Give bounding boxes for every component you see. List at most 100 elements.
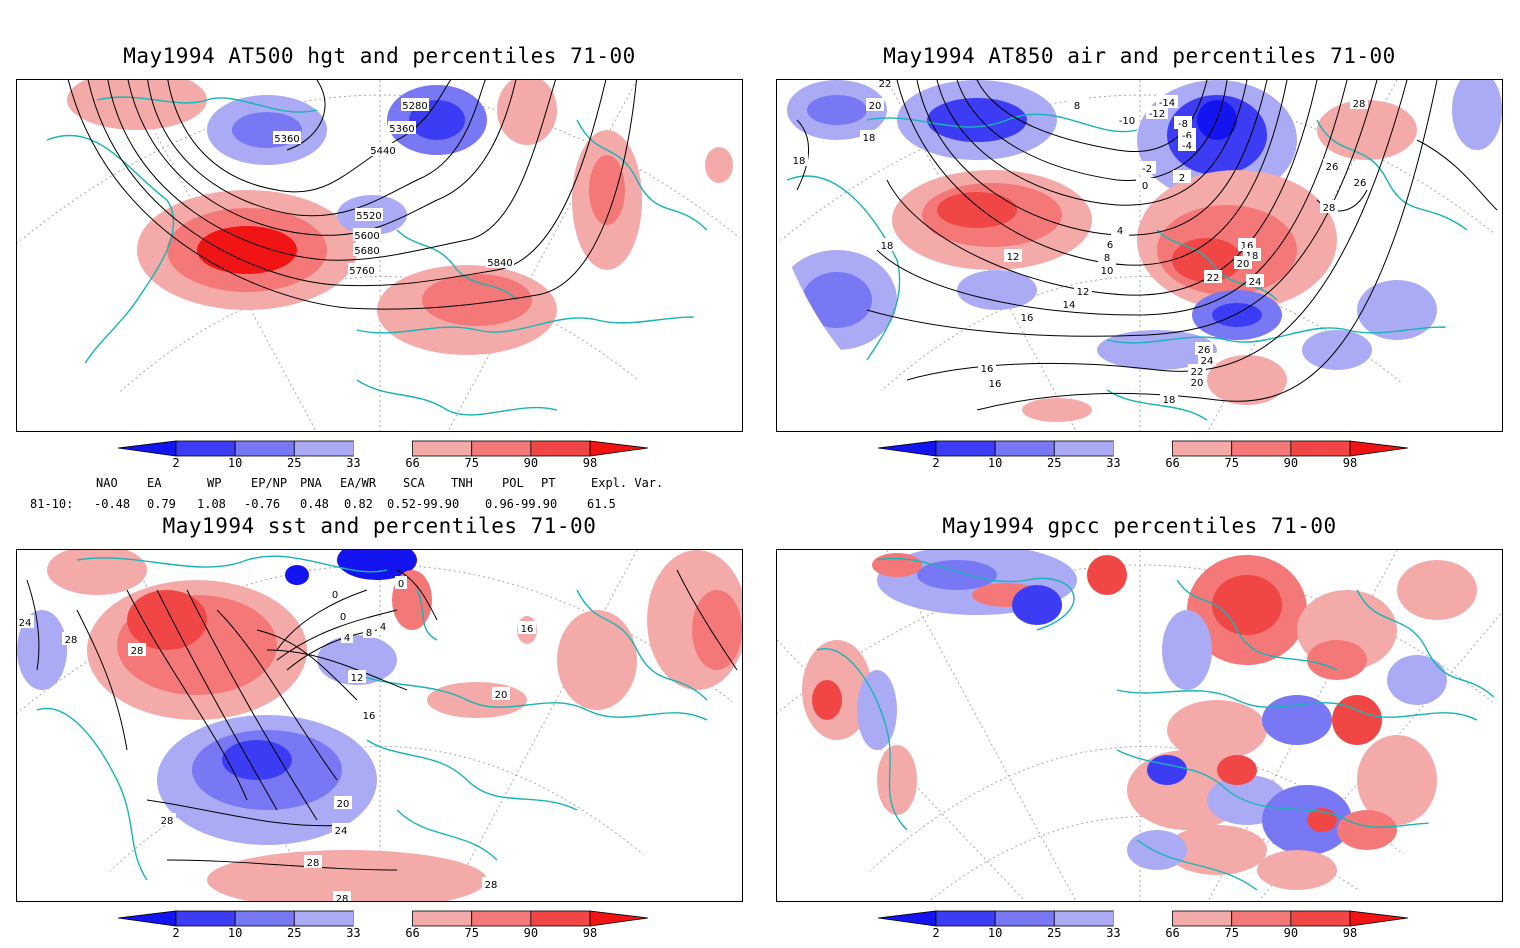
hemisphere-mask: [777, 675, 1502, 901]
contour-label: 20: [1237, 259, 1250, 270]
colorbar-label: 10: [987, 926, 1003, 940]
contour-label: 18: [1163, 395, 1176, 406]
colorbar-swatch: [1290, 910, 1351, 927]
contour-label: 2: [1179, 173, 1185, 184]
contour-label: 24: [1249, 277, 1262, 288]
colorbar-label: 25: [287, 926, 302, 940]
colorbar-label: 90: [523, 926, 539, 940]
colorbar-swatch: [1113, 441, 1173, 456]
contour-label: 18: [793, 156, 806, 167]
colorbar-swatch: [412, 440, 473, 457]
index-header-ea: EA: [147, 476, 162, 490]
contour-labels: 24 28 28 0 0 0 4 8 4 12 16 16 20 20 24 2…: [17, 576, 536, 902]
contour-label: -10: [1119, 116, 1135, 127]
map-hgt: 5280 5360 5360 5440 5520 5600 5680 5760 …: [17, 80, 742, 431]
colorbar-swatch: [994, 910, 1055, 927]
contour-label: 28: [485, 880, 498, 891]
colorbar-label: 25: [1047, 456, 1062, 470]
contour-label: 28: [65, 635, 78, 646]
contour-label: 22: [1191, 367, 1204, 378]
contour-label: 16: [1241, 241, 1254, 252]
contour-label: 0: [398, 579, 404, 590]
hemisphere-mask: [17, 675, 742, 901]
colorbar-label: 66: [405, 926, 420, 940]
colorbar-swatch: [1172, 440, 1233, 457]
colorbar-swatch: [589, 440, 648, 457]
contour-labels: 5280 5360 5360 5440 5520 5600 5680 5760 …: [273, 98, 514, 277]
index-value-nao: -0.48: [94, 497, 131, 511]
index-value-pol-pt: 0.96-99.90: [485, 497, 558, 511]
contour-label: 28: [131, 646, 144, 657]
colorbar-swatch: [234, 910, 295, 927]
coastlines: [46, 96, 718, 416]
index-value-eawr: 0.82: [344, 497, 373, 511]
map-panel-sst: 24 28 28 0 0 0 4 8 4 12 16 16 20 20 24 2…: [16, 549, 743, 902]
colorbar-label: 90: [1283, 926, 1299, 940]
contour-label: 20: [495, 690, 508, 701]
coastlines: [786, 113, 1468, 421]
colorbar-1: 2 10 25 33 66 75 90 98: [118, 440, 648, 478]
colorbar-swatch: [935, 910, 996, 927]
index-header-nao: NAO: [96, 476, 118, 490]
index-header-tnh: TNH: [451, 476, 473, 490]
map-panel-hgt: 5280 5360 5360 5440 5520 5600 5680 5760 …: [16, 79, 743, 432]
contour-label: 28: [307, 858, 320, 869]
colorbar-swatch: [1053, 440, 1114, 457]
contour-label: -8: [1178, 119, 1188, 130]
contour-label: 6: [1107, 240, 1113, 251]
contour-labels: 22 20 18 18 18 8 -14 -12 -10 -8 -6 -4 -2…: [790, 80, 1369, 406]
contour-label: -14: [1159, 98, 1175, 109]
coastlines: [36, 555, 708, 881]
colorbar-swatch: [935, 440, 996, 457]
colorbar-swatch: [175, 440, 236, 457]
colorbar-swatch: [175, 910, 236, 927]
colorbar-swatch: [994, 440, 1055, 457]
map-gpcc: [777, 550, 1502, 901]
contour-label: 0: [1142, 181, 1148, 192]
colorbar-label: 33: [346, 456, 361, 470]
colorbar-label: 66: [1165, 926, 1180, 940]
index-header-pol: POL: [502, 476, 524, 490]
colorbar-swatch: [1231, 440, 1292, 457]
contour-label: 28: [161, 816, 174, 827]
contour-label: 0: [332, 590, 338, 601]
contour-label: 22: [879, 80, 892, 90]
index-header-sca: SCA: [403, 476, 425, 490]
index-value-ea: 0.79: [147, 497, 176, 511]
contour-label: 18: [863, 133, 876, 144]
colorbar-label: 10: [227, 456, 243, 470]
temperature-contours: [796, 80, 1498, 411]
contour-label: 0: [340, 612, 346, 623]
colorbar-svg: [118, 910, 648, 927]
colorbar-svg: [878, 440, 1408, 457]
height-contours: [67, 80, 637, 310]
contour-label: 28: [336, 894, 349, 902]
colorbar-label: 90: [1283, 456, 1299, 470]
colorbar-swatch: [234, 440, 295, 457]
contour-label: 5360: [389, 124, 414, 135]
hemisphere-mask: [17, 234, 742, 431]
contour-label: 14: [1063, 300, 1076, 311]
contour-label: 4: [380, 622, 386, 633]
colorbar-swatch: [471, 440, 532, 457]
colorbar-label: 10: [987, 456, 1003, 470]
sst-contours: [26, 569, 738, 871]
colorbar-swatch: [353, 911, 413, 926]
colorbar-swatch: [1231, 910, 1292, 927]
colorbar-label: 25: [1047, 926, 1062, 940]
map-panel-gpcc: [776, 549, 1503, 902]
colorbar-label: 98: [1342, 926, 1358, 940]
index-header-explvar: Expl. Var.: [591, 476, 664, 490]
colorbar-swatch: [1172, 910, 1233, 927]
title-gpcc: May1994 gpcc percentiles 71-00: [942, 514, 1337, 538]
index-header-pt: PT: [541, 476, 556, 490]
colorbar-label: 75: [1224, 926, 1239, 940]
colorbar-label: 33: [1106, 456, 1121, 470]
index-row-label: 81-10:: [30, 497, 74, 511]
index-value-epnp: -0.76: [244, 497, 281, 511]
contour-label: 16: [363, 711, 376, 722]
colorbar-swatch: [118, 440, 177, 457]
colorbar-label: 75: [464, 456, 479, 470]
colorbar-swatch: [1349, 440, 1408, 457]
contour-label: 5520: [356, 211, 381, 222]
